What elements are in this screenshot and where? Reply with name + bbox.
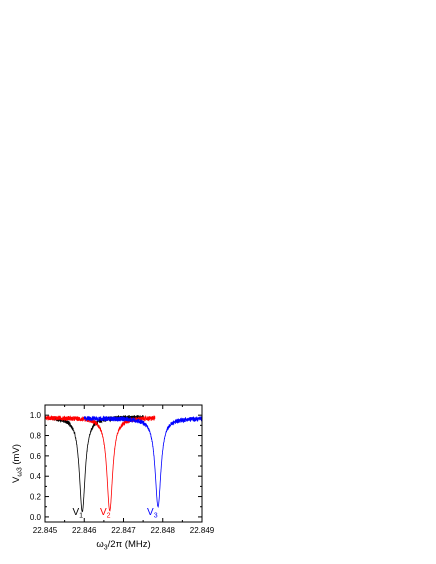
y-tick-label: 0.8 — [30, 432, 42, 441]
y-axis-label: Vω3 (mV) — [11, 444, 24, 483]
x-axis-label: ω3/2π (MHz) — [96, 539, 150, 552]
x-tick-label: 22.846 — [72, 526, 97, 535]
y-tick-label: 1.0 — [30, 411, 42, 420]
series-layer — [45, 414, 202, 513]
y-tick-label: 0.2 — [30, 493, 42, 502]
series-line-3 — [83, 415, 202, 509]
annotations: V1 V2 V3 — [72, 507, 157, 520]
series-label-2: V2 — [100, 507, 111, 520]
x-axis-ticks: 22.845 22.846 22.847 22.848 22.849 — [33, 405, 215, 535]
x-tick-label: 22.849 — [190, 526, 215, 535]
series-line-1 — [52, 415, 144, 513]
x-tick-label: 22.848 — [151, 526, 176, 535]
series-label-1: V1 — [72, 507, 83, 520]
series-label-3: V3 — [147, 507, 158, 520]
x-tick-label: 22.845 — [33, 526, 58, 535]
y-tick-label: 0.6 — [30, 452, 42, 461]
series-line-2 — [45, 414, 156, 512]
y-tick-label: 0.0 — [30, 513, 42, 522]
y-axis-ticks: 0.0 0.2 0.4 0.6 0.8 1.0 — [30, 411, 202, 522]
y-tick-label: 0.4 — [30, 472, 42, 481]
x-tick-label: 22.847 — [111, 526, 136, 535]
